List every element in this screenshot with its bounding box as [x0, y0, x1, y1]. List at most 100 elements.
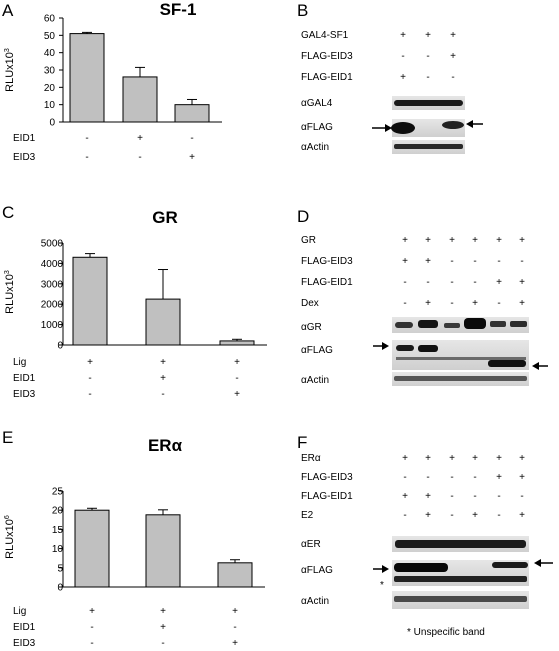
treatment-sign: -: [450, 510, 453, 521]
condition-sign: +: [189, 152, 195, 163]
condition-sign: -: [88, 389, 91, 400]
treatment-label: FLAG-EID1: [301, 277, 353, 288]
condition-sign: -: [90, 638, 93, 649]
treatment-sign: +: [519, 510, 525, 521]
y-tick-label: 10: [44, 100, 56, 111]
condition-sign: -: [235, 373, 238, 384]
bar: [69, 33, 105, 123]
bar: [219, 340, 255, 346]
treatment-sign: -: [450, 298, 453, 309]
treatment-sign: -: [520, 256, 523, 267]
condition-sign: -: [138, 152, 141, 163]
panel-b: B GAL4-SF1 + + + FLAG-EID3 - - + FLAG-EID1 + - - αG…: [297, 1, 483, 154]
treatment-sign: +: [496, 453, 502, 464]
treatment-sign: +: [496, 472, 502, 483]
treatment-sign: +: [425, 491, 431, 502]
y-tick-label: 15: [52, 525, 64, 536]
blot-labels-f: αER αFLAG αActin: [301, 539, 333, 607]
treatment-sign: +: [425, 453, 431, 464]
treatment-sign: +: [472, 510, 478, 521]
condition-sign: +: [232, 638, 238, 649]
treatment-sign: +: [400, 30, 406, 41]
treatment-sign: +: [450, 51, 456, 62]
treatment-label: FLAG-EID1: [301, 72, 353, 83]
y-tick-label: 25: [52, 487, 64, 498]
y-tick-label: 0: [57, 583, 63, 594]
antibody-label: αActin: [301, 596, 329, 607]
western-blot-f: *: [373, 536, 553, 609]
condition-label: EID1: [13, 373, 36, 384]
treatment-label: GR: [301, 235, 316, 246]
treatment-sign: +: [402, 256, 408, 267]
arrow-icon: [373, 342, 389, 350]
antibody-label: αFLAG: [301, 345, 333, 356]
condition-sign: -: [90, 622, 93, 633]
y-axis-label-a: RLUx103: [4, 48, 16, 92]
treatment-sign: -: [403, 277, 406, 288]
condition-sign: +: [87, 357, 93, 368]
antibody-label: αGAL4: [301, 98, 333, 109]
panel-e: E ERα RLUx106 0 5 10 15 20 25 Lig + + + EID1 - + - EID…: [2, 428, 265, 649]
western-blot-b: [372, 96, 483, 154]
treatment-sign: +: [472, 453, 478, 464]
condition-label: Lig: [13, 606, 26, 617]
y-tick-label: 20: [52, 506, 64, 517]
treatment-sign: -: [473, 277, 476, 288]
condition-sign: +: [160, 373, 166, 384]
condition-sign: +: [160, 622, 166, 633]
y-tick-label: 0: [49, 118, 55, 129]
treatment-sign: -: [450, 491, 453, 502]
treatment-sign: +: [472, 235, 478, 246]
blot-labels-d: αGR αFLAG αActin: [301, 322, 333, 386]
treatment-sign: +: [425, 256, 431, 267]
treatment-sign: +: [519, 277, 525, 288]
footnote: * Unspecific band: [407, 627, 485, 638]
treatment-sign: +: [519, 235, 525, 246]
blot-labels-b: αGAL4 αFLAG αActin: [301, 98, 333, 153]
panel-letter-a: A: [2, 1, 14, 20]
antibody-label: αFLAG: [301, 565, 333, 576]
antibody-label: αActin: [301, 375, 329, 386]
y-axis-label-e: RLUx106: [4, 515, 16, 559]
treatment-label: ERα: [301, 453, 321, 464]
treatment-sign: +: [472, 298, 478, 309]
treatment-sign: +: [496, 277, 502, 288]
y-tick-label: 20: [44, 83, 56, 94]
treatment-label: Dex: [301, 298, 319, 309]
condition-label: EID1: [13, 133, 36, 144]
treatment-sign: +: [425, 298, 431, 309]
treatment-sign: -: [426, 277, 429, 288]
arrow-icon: [534, 559, 553, 567]
chart-title-c: GR: [152, 208, 178, 227]
condition-table-f: ERα + + + + + + FLAG-EID3 - - - - + + FLAG-EID1 + + - - - - E…: [301, 453, 525, 521]
antibody-label: αFLAG: [301, 122, 333, 133]
condition-sign: -: [85, 133, 88, 144]
treatment-label: FLAG-EID1: [301, 491, 353, 502]
treatment-label: GAL4-SF1: [301, 30, 349, 41]
bar: [122, 76, 158, 123]
condition-sign: -: [161, 389, 164, 400]
condition-table-b: GAL4-SF1 + + + FLAG-EID3 - - + FLAG-EID1 + - -: [301, 30, 456, 83]
y-axis-label-c: RLUx103: [4, 270, 16, 314]
panel-letter-f: F: [297, 433, 307, 452]
treatment-label: FLAG-EID3: [301, 256, 353, 267]
antibody-label: αER: [301, 539, 321, 550]
panel-letter-e: E: [2, 428, 13, 447]
bar-chart-c: 0 1000 2000 3000 4000 5000 Lig + + + EID1 - + - EID3 - -…: [13, 239, 267, 400]
panel-a: A SF-1 RLUx103 0 10 20 30 40 50 60 EID1 - + - EID3 -…: [2, 0, 222, 163]
condition-sign: -: [88, 373, 91, 384]
treatment-sign: -: [497, 510, 500, 521]
bar: [174, 104, 210, 123]
treatment-sign: -: [426, 51, 429, 62]
condition-table-d: GR + + + + + + FLAG-EID3 + + - - - - FLAG-EID1 - - - - + + De…: [301, 235, 525, 309]
y-tick-label: 10: [52, 544, 64, 555]
bar: [72, 256, 108, 346]
y-tick-label: 3000: [41, 279, 64, 290]
condition-label: EID3: [13, 389, 36, 400]
condition-sign: +: [160, 357, 166, 368]
treatment-sign: +: [496, 235, 502, 246]
bar: [74, 509, 110, 588]
y-tick-label: 40: [44, 48, 56, 59]
treatment-sign: +: [425, 235, 431, 246]
